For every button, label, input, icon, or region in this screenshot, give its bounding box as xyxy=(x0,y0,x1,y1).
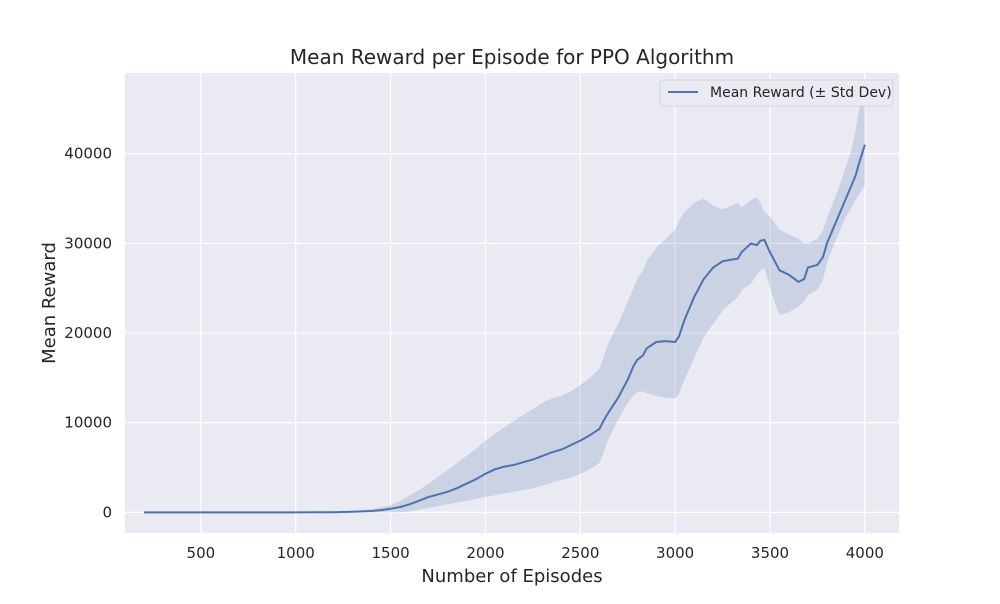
x-tick-label: 1000 xyxy=(277,544,315,562)
tick-labels: 500 1000 1500 2000 2500 3000 3500 4000010000200… xyxy=(64,145,884,562)
legend: Mean Reward (± Std Dev) xyxy=(659,79,894,107)
legend-frame xyxy=(659,79,894,107)
chart-title: Mean Reward per Episode for PPO Algorith… xyxy=(290,45,734,69)
x-tick-label: 1500 xyxy=(371,544,409,562)
mean-reward-line xyxy=(144,144,866,514)
y-tick-label: 0 xyxy=(102,503,112,521)
legend-label: Mean Reward (± Std Dev) xyxy=(710,85,892,101)
x-tick-label: 4000 xyxy=(846,544,884,562)
y-tick-label: 20000 xyxy=(64,324,112,342)
x-tick-label: 2000 xyxy=(466,544,504,562)
series-group xyxy=(144,82,866,514)
y-tick-label: 10000 xyxy=(64,414,112,432)
std-dev-band xyxy=(144,82,865,513)
y-tick-label: 30000 xyxy=(64,234,112,252)
y-axis-title: Mean Reward xyxy=(39,242,60,364)
x-tick-label: 3000 xyxy=(656,544,694,562)
x-tick-label: 2500 xyxy=(561,544,599,562)
x-tick-label: 500 xyxy=(187,544,216,562)
y-tick-label: 40000 xyxy=(64,145,112,163)
x-tick-label: 3500 xyxy=(751,544,789,562)
x-axis-title: Number of Episodes xyxy=(421,566,602,587)
